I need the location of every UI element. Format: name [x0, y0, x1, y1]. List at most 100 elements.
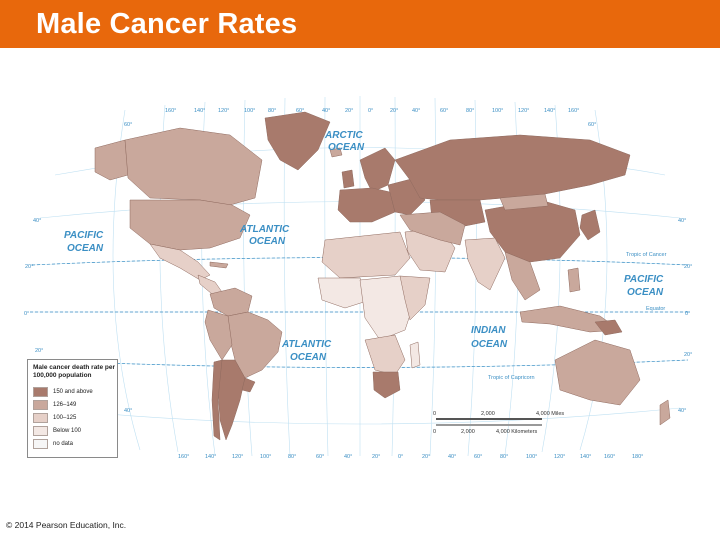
ocean-label-atlantic-s-1: ATLANTIC — [281, 339, 332, 350]
scale-zero-km: 0 — [433, 429, 436, 435]
lon-bottom-11: 40° — [448, 454, 456, 460]
legend-label: Below 100 — [53, 428, 82, 434]
graticule-labels-bottom: 160° 140° 120° 100° 80° 60° 40° 20° 0° 2… — [178, 454, 643, 460]
legend-swatch — [33, 387, 48, 397]
legend-label: 150 and above — [53, 389, 93, 395]
lon-top-1: 160° — [165, 108, 176, 114]
region-southeast-asia — [504, 251, 541, 301]
lon-bottom-12: 60° — [474, 454, 482, 460]
lon-top-8: 20° — [345, 108, 353, 114]
lon-bottom-15: 120° — [554, 454, 565, 460]
region-new-guinea — [594, 319, 623, 336]
legend-swatch — [33, 426, 48, 436]
lat-right-5: 20° — [684, 352, 692, 358]
graticule-labels-left: 60° 40° 20° 0° 20° 40° — [24, 122, 132, 414]
lon-top-13: 80° — [466, 108, 474, 114]
ocean-label-atlantic-n-1: ATLANTIC — [239, 224, 290, 235]
lon-top-14: 100° — [492, 108, 503, 114]
legend-item-100-125: 100–125 — [33, 413, 76, 423]
legend-item-150-above: 150 and above — [33, 387, 93, 397]
lon-top-2: 140° — [194, 108, 205, 114]
region-uk — [341, 169, 355, 189]
region-new-zealand — [659, 399, 671, 426]
region-madagascar — [409, 341, 421, 369]
region-peru-bolivia — [204, 309, 233, 361]
lon-top-7: 40° — [322, 108, 330, 114]
lat-left-4: 0° — [24, 311, 29, 317]
lat-left-1: 60° — [124, 122, 132, 128]
lon-bottom-16: 140° — [580, 454, 591, 460]
ocean-label-atlantic-n-2: OCEAN — [249, 236, 286, 247]
lon-top-6: 60° — [296, 108, 304, 114]
ocean-label-indian-2: OCEAN — [471, 339, 508, 350]
lat-left-6: 40° — [124, 408, 132, 414]
region-mongolia — [499, 193, 549, 211]
lon-bottom-3: 120° — [232, 454, 243, 460]
scale-mid-miles: 2,000 — [481, 411, 495, 417]
scale-mid-km: 2,000 — [461, 429, 475, 435]
lon-top-12: 60° — [440, 108, 448, 114]
lon-bottom-6: 60° — [316, 454, 324, 460]
region-iceland — [329, 147, 343, 158]
region-turkey-iran — [399, 211, 466, 246]
region-north-africa — [321, 231, 411, 279]
region-southern-africa — [364, 334, 406, 376]
page-title: Male Cancer Rates — [36, 8, 298, 40]
region-greenland — [264, 111, 331, 171]
tropic-of-cancer-line — [31, 257, 689, 266]
region-philippines — [567, 267, 581, 293]
tropic-of-capricorn-line — [31, 359, 689, 368]
region-east-africa — [399, 275, 431, 321]
map-legend: Male cancer death rate per 100,000 popul… — [27, 359, 118, 458]
lon-bottom-9: 0° — [398, 454, 403, 460]
region-central-america — [197, 274, 223, 295]
lon-top-3: 120° — [218, 108, 229, 114]
lat-left-3: 20° — [25, 264, 33, 270]
region-argentina — [217, 359, 246, 441]
region-canada — [124, 127, 263, 206]
scale-bar-miles — [436, 418, 542, 420]
region-mexico — [149, 243, 211, 281]
region-west-africa — [317, 277, 371, 309]
graticule-labels-top: 160° 140° 120° 100° 80° 60° 40° 20° 0° 2… — [165, 108, 579, 114]
lon-top-11: 40° — [412, 108, 420, 114]
lat-left-2: 40° — [33, 218, 41, 224]
region-usa — [129, 199, 251, 251]
lon-bottom-1: 160° — [178, 454, 189, 460]
scale-bar: 0 2,000 4,000 Miles 0 2,000 4,000 Kilome… — [433, 411, 564, 435]
tropic-of-capricorn-label: Tropic of Capricorn — [488, 375, 535, 381]
region-uruguay — [241, 377, 256, 393]
legend-title: Male cancer death rate per 100,000 popul… — [33, 364, 116, 379]
region-brazil — [227, 311, 283, 379]
region-western-europe — [337, 187, 396, 223]
lon-top-5: 80° — [268, 108, 276, 114]
lon-bottom-10: 20° — [422, 454, 430, 460]
lon-top-9: 0° — [368, 108, 373, 114]
scale-bar-km — [436, 424, 542, 426]
legend-swatch — [33, 439, 48, 449]
ocean-label-pacific-w-2: OCEAN — [67, 243, 104, 254]
ocean-label-atlantic-s-2: OCEAN — [290, 352, 327, 363]
lon-top-4: 100° — [244, 108, 255, 114]
ocean-label-pacific-e-1: PACIFIC — [624, 274, 664, 285]
legend-label: 126–149 — [53, 402, 77, 408]
lon-bottom-8: 20° — [372, 454, 380, 460]
lat-left-5: 20° — [35, 348, 43, 354]
lat-right-3: 20° — [684, 264, 692, 270]
legend-label: no data — [53, 441, 74, 447]
lon-bottom-4: 100° — [260, 454, 271, 460]
lon-bottom-18: 180° — [632, 454, 643, 460]
region-australia — [554, 339, 641, 406]
lon-top-17: 160° — [568, 108, 579, 114]
region-cuba — [209, 261, 229, 269]
lon-top-15: 120° — [518, 108, 529, 114]
lon-top-10: 20° — [390, 108, 398, 114]
legend-swatch — [33, 400, 48, 410]
header-bar: Male Cancer Rates — [0, 0, 720, 48]
tropic-of-cancer-label: Tropic of Cancer — [626, 252, 667, 258]
lon-bottom-5: 80° — [288, 454, 296, 460]
scale-zero-miles: 0 — [433, 411, 436, 417]
legend-item-no-data: no data — [33, 439, 74, 449]
lon-bottom-17: 160° — [604, 454, 615, 460]
